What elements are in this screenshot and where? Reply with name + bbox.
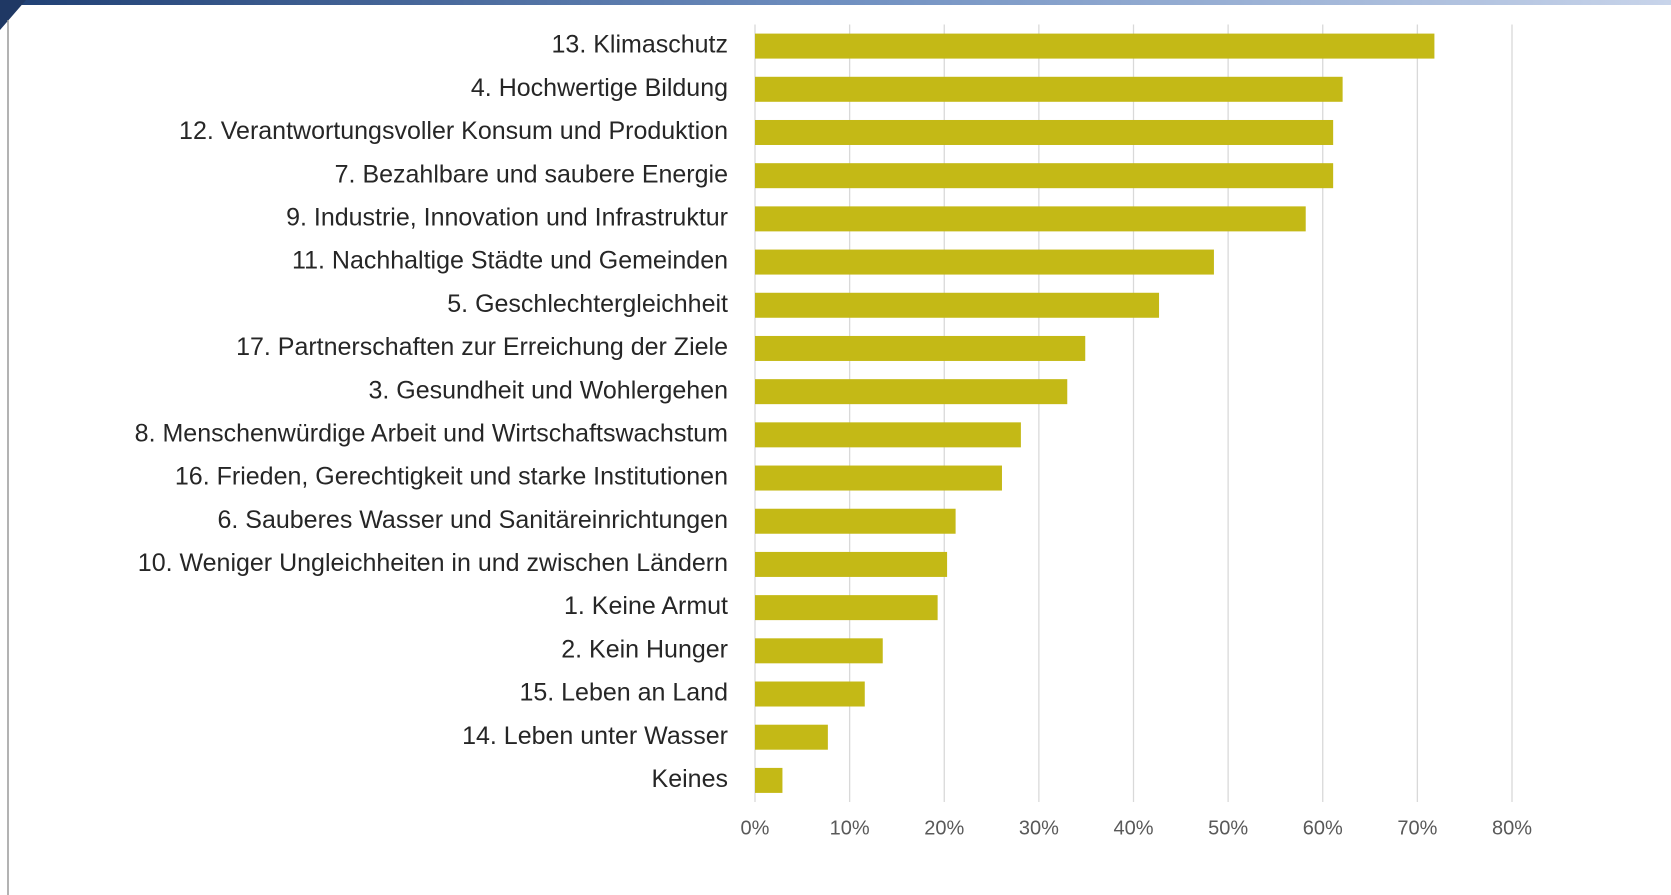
bar — [755, 681, 865, 707]
bar — [755, 551, 948, 577]
y-tick-label: 8. Menschenwürdige Arbeit und Wirtschaft… — [135, 419, 728, 447]
y-tick-label: 3. Gesundheit und Wohlergehen — [368, 376, 728, 404]
bar — [755, 163, 1334, 189]
bars — [755, 33, 1435, 793]
y-tick-label: 12. Verantwortungsvoller Konsum und Prod… — [179, 117, 728, 145]
y-tick-label: 14. Leben unter Wasser — [462, 722, 728, 750]
y-tick-label: 5. Geschlechtergleichheit — [447, 290, 728, 318]
x-tick-label: 50% — [1208, 817, 1248, 839]
bar — [755, 767, 783, 793]
bar — [755, 379, 1068, 405]
bar — [755, 508, 956, 534]
y-tick-label: 17. Partnerschaften zur Erreichung der Z… — [236, 333, 728, 361]
x-tick-label: 30% — [1019, 817, 1059, 839]
frame-top — [0, 0, 1671, 5]
bar — [755, 465, 1002, 491]
bar — [755, 76, 1343, 102]
y-tick-label: 7. Bezahlbare und saubere Energie — [335, 160, 728, 188]
x-tick-label: 10% — [830, 817, 870, 839]
x-tick-label: 0% — [741, 817, 770, 839]
bar — [755, 638, 883, 664]
bar — [755, 249, 1214, 275]
y-tick-label: 15. Leben an Land — [519, 679, 728, 707]
bar — [755, 422, 1021, 448]
x-tick-label: 20% — [924, 817, 964, 839]
x-tick-label: 70% — [1397, 817, 1437, 839]
y-tick-label: 1. Keine Armut — [564, 592, 728, 620]
y-tick-label: 4. Hochwertige Bildung — [471, 74, 728, 102]
bar — [755, 119, 1334, 145]
y-tick-label: 2. Kein Hunger — [561, 635, 728, 663]
grid — [754, 24, 1513, 802]
bar — [755, 33, 1435, 59]
y-tick-label: 6. Sauberes Wasser und Sanitäreinrichtun… — [218, 506, 729, 534]
x-tick-label: 60% — [1303, 817, 1343, 839]
bar — [755, 724, 828, 750]
bar — [755, 206, 1306, 232]
x-tick-label: 80% — [1492, 817, 1532, 839]
bar — [755, 292, 1160, 318]
bar — [755, 335, 1086, 361]
y-tick-label: 11. Nachhaltige Städte und Gemeinden — [292, 247, 728, 275]
y-tick-label: 9. Industrie, Innovation und Infrastrukt… — [286, 203, 728, 231]
y-tick-label: Keines — [652, 765, 728, 793]
y-tick-label: 10. Weniger Ungleichheiten in und zwisch… — [138, 549, 728, 577]
x-tick-label: 40% — [1113, 817, 1153, 839]
y-tick-label: 13. Klimaschutz — [552, 31, 728, 59]
y-tick-label: 16. Frieden, Gerechtigkeit und starke In… — [175, 463, 728, 491]
bar — [755, 595, 938, 621]
corner-mark — [0, 0, 26, 30]
